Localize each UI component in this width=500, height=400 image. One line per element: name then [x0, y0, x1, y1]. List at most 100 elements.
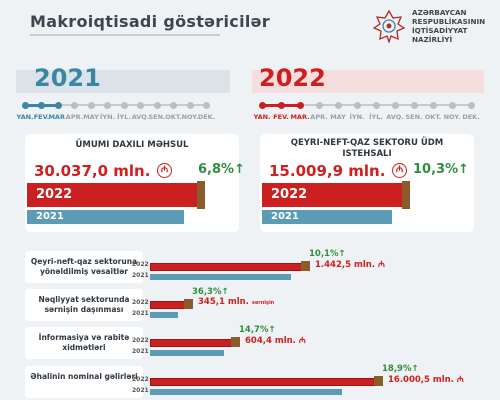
bar-2021: [150, 274, 291, 280]
indicator-row: [25, 327, 143, 359]
indicator-title: İnformasiya və rabitə xidmətləri: [38, 333, 130, 352]
timeline-month-label: NOY.: [443, 113, 461, 121]
timeline-dot: [104, 101, 111, 109]
timeline-2022-strip: [252, 70, 484, 93]
non-oil-growth: 10,3%↑: [413, 162, 470, 177]
timeline-2021-strip: [16, 70, 230, 93]
page-title: Makroiqtisadi göstəricilər: [30, 12, 270, 31]
growth-label: 36,3%↑: [192, 287, 229, 297]
timeline-month-label: NOY.: [181, 113, 199, 121]
timeline-dot: [448, 101, 456, 109]
indicator-row: [25, 366, 143, 398]
timeline-month-label: APR.: [65, 113, 84, 121]
timeline-month-label: DEK.: [462, 113, 480, 121]
growth-label: 18,9%↑: [382, 364, 419, 374]
bar-2022: [150, 263, 307, 271]
legend-2022: 2022: [132, 376, 149, 383]
timeline-month-label: YAN.: [16, 113, 34, 121]
timeline-dot: [153, 101, 161, 109]
non-oil-label-2022: 2022: [271, 187, 308, 202]
timeline-dot: [38, 101, 45, 109]
gdp-title: Ümumi daxili məhsul: [75, 140, 189, 150]
timeline-dot: [203, 101, 210, 109]
gdp-bar-2022: [27, 183, 197, 207]
value-label: 1.442,5 mln. ₼: [315, 260, 385, 270]
timeline-dot: [186, 101, 194, 109]
timeline-dot: [315, 101, 323, 109]
bar-2021: [150, 350, 224, 356]
timeline-dot: [21, 101, 29, 109]
timeline-dot: [258, 101, 266, 109]
bar-2022-cap: [374, 376, 383, 386]
manat-icon: ₼: [392, 163, 407, 178]
timeline-dot: [334, 101, 342, 109]
value-label: 16.000,5 mln. ₼: [388, 375, 464, 385]
non-oil-bar-2022: [262, 183, 402, 207]
non-oil-bar-2022-cap: [402, 181, 410, 209]
arrow-up-icon: ↑: [458, 162, 470, 177]
timeline-dot: [429, 101, 437, 109]
timeline-month-label: İYN.: [99, 113, 116, 121]
gdp-value: 30.037,0 mln.: [34, 162, 151, 180]
timeline-month-label: MAR.: [48, 113, 68, 121]
timeline-month-label: SEN.: [405, 113, 423, 121]
manat-icon: ₼: [378, 260, 385, 270]
indicator-title: Qeyri-neft-qaz sektoruna yönəldilmiş vəs…: [30, 257, 138, 276]
indicator-title: Əhalinin nominal gəlirləri: [30, 372, 138, 381]
timeline-dot: [87, 101, 95, 109]
timeline-month-label: MAY: [83, 113, 99, 121]
non-oil-title: Qeyri-neft-qaz sektoru ÜDM istehsalı: [290, 138, 444, 159]
timeline-year-2022: 2022: [259, 64, 326, 92]
value-label: 604,4 mln. ₼: [245, 336, 306, 346]
timeline-dot: [410, 101, 418, 109]
gdp-bar-2022-cap: [197, 181, 205, 209]
timeline-month-label: DEK.: [197, 113, 216, 121]
timeline-dot: [353, 101, 361, 109]
timeline-dot: [467, 101, 475, 109]
bar-2021: [150, 312, 178, 318]
timeline-dot: [296, 101, 304, 109]
bar-2022: [150, 339, 237, 347]
legend-2021: 2021: [132, 348, 149, 355]
legend-2021: 2021: [132, 387, 149, 394]
timeline-dot: [71, 101, 78, 109]
timeline-dot: [391, 101, 399, 109]
legend-2022: 2022: [132, 337, 149, 344]
growth-label: 14,7%↑: [239, 325, 276, 335]
timeline-year-2021: 2021: [34, 64, 101, 92]
timeline-month-label: FEV.: [33, 113, 50, 121]
timeline-month-label: AVQ.: [386, 113, 404, 121]
manat-icon: ₼: [298, 336, 306, 346]
legend-2021: 2021: [132, 310, 149, 317]
gdp-label-2021: 2021: [36, 211, 64, 222]
gdp-growth: 6,8%↑: [198, 162, 245, 177]
legend-2022: 2022: [132, 299, 149, 306]
title-underline: [30, 34, 220, 36]
bar-2022: [150, 378, 380, 386]
gdp-bar-2021: [27, 210, 184, 224]
non-oil-bar-2021: [262, 210, 392, 224]
legend-2021: 2021: [132, 272, 149, 279]
arrow-up-icon: ↑: [234, 162, 245, 177]
timeline-month-label: MAY: [330, 113, 346, 121]
timeline-month-label: MAR.: [290, 113, 310, 121]
indicator-row: [25, 251, 143, 283]
manat-icon: ₼: [157, 163, 172, 178]
timeline-month-label: SEN.: [148, 113, 166, 121]
bar-2021: [150, 389, 342, 395]
ministry-name: AZƏRBAYCAN RESPUBLİKASININ İQTİSADİYYAT …: [412, 8, 486, 44]
timeline-track-2022: [262, 104, 471, 106]
timeline-dot: [120, 101, 128, 109]
legend-2022: 2022: [132, 261, 149, 268]
bar-2022-cap: [184, 299, 193, 309]
timeline-month-label: İYL.: [369, 113, 383, 121]
unit-label: sərnişin: [251, 300, 275, 306]
manat-icon: ₼: [456, 375, 464, 385]
indicator-title: Nəqliyyat sektorunda sərnişin daşınması: [38, 295, 130, 314]
timeline-dot: [137, 101, 144, 109]
timeline-track-2021: [25, 104, 207, 106]
non-oil-label-2021: 2021: [271, 211, 299, 222]
timeline-month-label: APR.: [310, 113, 328, 121]
timeline-month-label: FEV.: [273, 113, 289, 121]
timeline-dot: [372, 101, 380, 109]
